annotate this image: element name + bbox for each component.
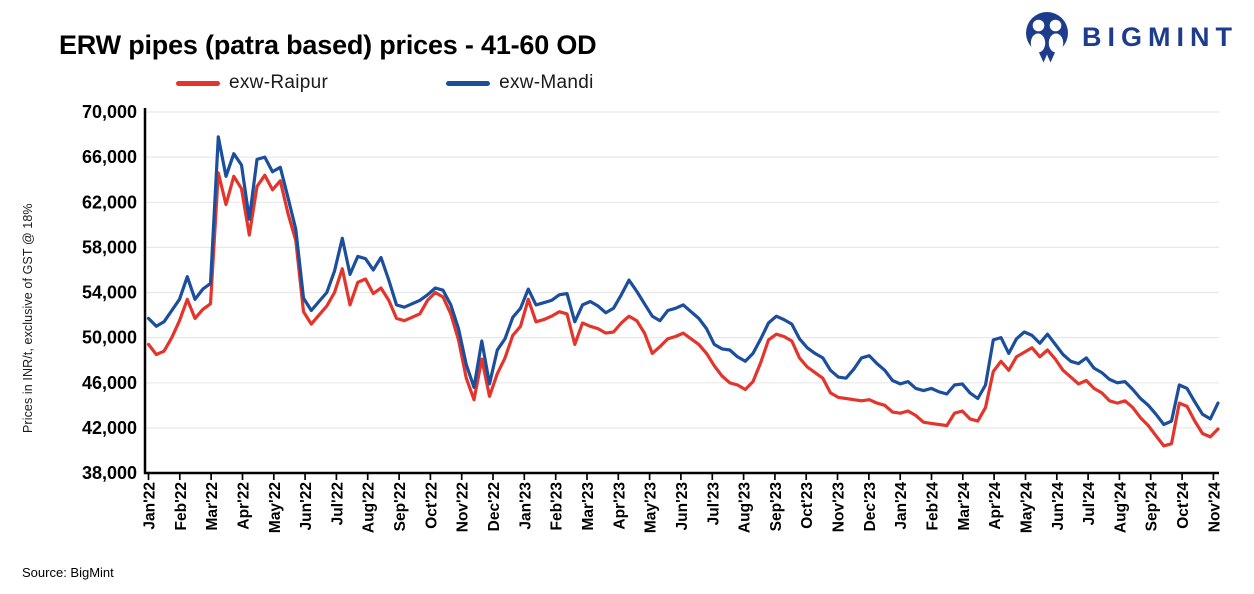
x-tick-label: Aug'23 bbox=[737, 482, 754, 533]
x-tick-label: Oct'23 bbox=[799, 482, 816, 529]
y-tick-label: 38,000 bbox=[82, 463, 137, 483]
x-tick-label: Jun'22 bbox=[298, 482, 315, 530]
x-tick-label: May'24 bbox=[1019, 482, 1036, 533]
x-tick-label: Dec'23 bbox=[862, 482, 879, 532]
x-tick-label: Apr'23 bbox=[611, 482, 628, 530]
legend-label-raipur: exw-Raipur bbox=[229, 72, 329, 93]
legend: exw-Raipur exw-Mandi bbox=[176, 72, 594, 94]
x-tick-label: Jan'23 bbox=[517, 482, 534, 530]
x-tick-label: Jul'23 bbox=[705, 482, 722, 526]
x-tick-label: Oct'22 bbox=[423, 482, 440, 529]
legend-swatch-mandi bbox=[446, 80, 491, 86]
x-tick-label: Aug'22 bbox=[361, 482, 378, 533]
x-tick-label: Sep'22 bbox=[392, 482, 409, 531]
x-tick-label: Mar'24 bbox=[956, 482, 973, 531]
x-tick-label: Jun'23 bbox=[674, 482, 691, 531]
y-tick-label: 54,000 bbox=[82, 283, 137, 303]
y-tick-label: 66,000 bbox=[82, 147, 137, 167]
y-axis-title: Prices in INR/t, exclusive of GST @ 18% bbox=[21, 203, 35, 433]
x-tick-label: May'22 bbox=[267, 482, 284, 533]
x-tick-label: Jun'24 bbox=[1050, 482, 1067, 531]
x-tick-label: Sep'23 bbox=[768, 482, 785, 532]
y-tick-label: 46,000 bbox=[82, 373, 137, 393]
x-tick-label: Jul'24 bbox=[1081, 482, 1098, 526]
x-tick-label: Apr'24 bbox=[987, 482, 1004, 530]
x-tick-label: Feb'24 bbox=[925, 482, 942, 531]
x-tick-label: Jul'22 bbox=[329, 482, 346, 525]
legend-swatch-raipur bbox=[176, 80, 220, 86]
y-tick-label: 70,000 bbox=[82, 102, 137, 122]
x-tick-label: Nov'23 bbox=[831, 482, 848, 533]
bigmint-logo-text: BIGMINT bbox=[1082, 21, 1238, 52]
x-tick-label: Jan'24 bbox=[893, 482, 910, 530]
y-tick-label: 62,000 bbox=[82, 192, 137, 212]
bigmint-logo: BIGMINT bbox=[1021, 9, 1238, 65]
x-tick-label: Nov'22 bbox=[455, 482, 472, 532]
x-tick-label: Jan'22 bbox=[142, 482, 159, 530]
series-line-exw-Mandi bbox=[146, 135, 1220, 427]
x-tick-label: Feb'23 bbox=[549, 482, 566, 531]
y-tick-label: 50,000 bbox=[82, 328, 137, 348]
legend-item-mandi: exw-Mandi bbox=[446, 72, 594, 94]
x-tick-label: Mar'23 bbox=[580, 482, 597, 531]
page-title: ERW pipes (patra based) prices - 41-60 O… bbox=[59, 30, 597, 60]
x-tick-label: Aug'24 bbox=[1112, 482, 1129, 533]
x-tick-label: Dec'22 bbox=[486, 482, 503, 531]
y-tick-label: 42,000 bbox=[82, 418, 137, 438]
x-tick-label: Sep'24 bbox=[1144, 482, 1161, 532]
x-tick-label: Feb'22 bbox=[173, 482, 190, 530]
y-tick-label: 58,000 bbox=[82, 237, 137, 257]
source-note: Source: BigMint bbox=[22, 565, 114, 580]
series-line-exw-Raipur bbox=[146, 171, 1220, 448]
legend-label-mandi: exw-Mandi bbox=[499, 72, 594, 93]
x-tick-label: May'23 bbox=[643, 482, 660, 533]
legend-item-raipur: exw-Raipur bbox=[176, 72, 328, 94]
x-tick-label: Mar'22 bbox=[204, 482, 221, 531]
x-tick-label: Apr'22 bbox=[236, 482, 253, 530]
bigmint-logo-icon bbox=[1026, 12, 1068, 63]
x-tick-label: Oct'24 bbox=[1175, 482, 1192, 529]
x-tick-label: Nov'24 bbox=[1206, 482, 1223, 533]
